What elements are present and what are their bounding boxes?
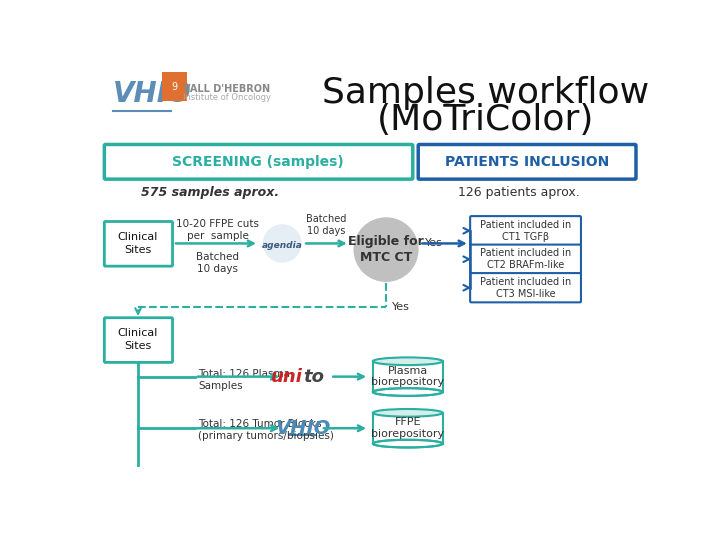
Ellipse shape: [373, 388, 443, 396]
Text: Clinical
Sites: Clinical Sites: [118, 328, 158, 351]
Text: Institute of Oncology: Institute of Oncology: [183, 93, 271, 102]
Text: Batched
10 days: Batched 10 days: [197, 252, 239, 274]
Text: PATIENTS INCLUSION: PATIENTS INCLUSION: [445, 155, 609, 169]
Text: Samples workflow: Samples workflow: [322, 76, 649, 110]
Text: Eligible for
MTC CT: Eligible for MTC CT: [348, 235, 424, 264]
Ellipse shape: [373, 440, 443, 448]
Text: Patient included in
CT2 BRAFm-like: Patient included in CT2 BRAFm-like: [480, 248, 571, 270]
Text: VALL D'HEBRON: VALL D'HEBRON: [183, 84, 270, 94]
Text: VHIO: VHIO: [113, 80, 192, 108]
FancyBboxPatch shape: [418, 145, 636, 179]
FancyBboxPatch shape: [470, 216, 581, 245]
FancyBboxPatch shape: [470, 245, 581, 274]
Text: Total: 126 Plasma
Samples: Total: 126 Plasma Samples: [199, 369, 290, 392]
FancyBboxPatch shape: [470, 273, 581, 302]
Text: to: to: [303, 368, 324, 386]
Circle shape: [354, 217, 418, 282]
FancyBboxPatch shape: [104, 221, 173, 266]
Text: Yes: Yes: [425, 239, 443, 248]
Text: SCREENING (samples): SCREENING (samples): [172, 155, 344, 169]
Text: 9: 9: [171, 82, 178, 92]
Ellipse shape: [373, 357, 443, 365]
Text: (MoTriColor): (MoTriColor): [377, 103, 594, 137]
Ellipse shape: [373, 409, 443, 417]
Text: uni: uni: [271, 368, 303, 386]
Circle shape: [263, 224, 302, 262]
Text: Clinical
Sites: Clinical Sites: [118, 232, 158, 255]
Text: 575 samples aprox.: 575 samples aprox.: [141, 186, 279, 199]
Text: Patient included in
CT1 TGFβ: Patient included in CT1 TGFβ: [480, 220, 571, 241]
Text: FFPE
biorepository: FFPE biorepository: [372, 417, 444, 439]
Text: 10-20 FFPE cuts
per  sample: 10-20 FFPE cuts per sample: [176, 219, 259, 241]
Bar: [373, 361, 443, 392]
Text: Plasma
biorepository: Plasma biorepository: [372, 366, 444, 388]
Text: agendia: agendia: [262, 241, 302, 250]
Text: Batched
10 days: Batched 10 days: [306, 214, 346, 236]
Bar: [373, 413, 443, 444]
Text: Total: 126 Tumor Blocks
(primary tumors/biopsies): Total: 126 Tumor Blocks (primary tumors/…: [199, 419, 334, 441]
FancyBboxPatch shape: [104, 145, 413, 179]
Text: VHIO: VHIO: [276, 418, 330, 438]
Text: 126 patients aprox.: 126 patients aprox.: [458, 186, 580, 199]
Text: Patient included in
CT3 MSI-like: Patient included in CT3 MSI-like: [480, 277, 571, 299]
FancyBboxPatch shape: [104, 318, 173, 362]
Text: Yes: Yes: [392, 302, 410, 312]
